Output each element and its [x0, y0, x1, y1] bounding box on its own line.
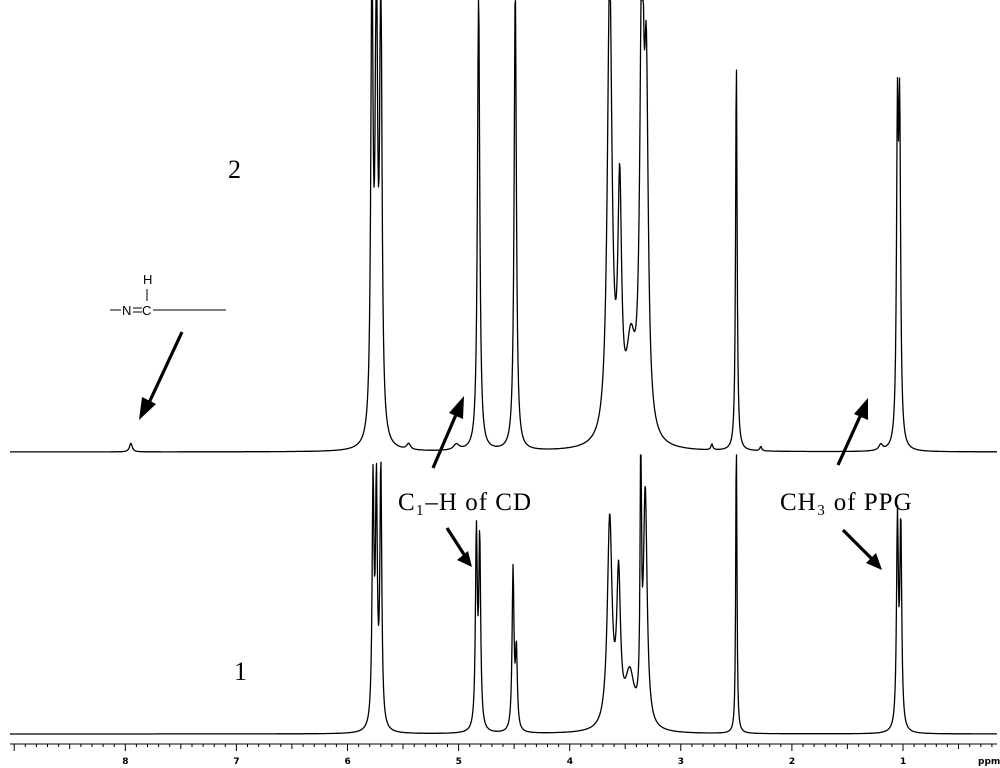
spectra-traces	[9, 0, 998, 735]
x-tick-label: 5	[456, 757, 462, 767]
arrow-c1h-down	[445, 527, 472, 567]
x-axis-ticks: 8 7 6 5 4 3 2 1	[13, 744, 993, 767]
arrow-ch3-up	[836, 398, 868, 466]
arrow-c1h-up	[431, 396, 464, 469]
arrow-imine	[139, 331, 184, 420]
x-tick-label: 7	[233, 757, 239, 767]
x-tick-label: 3	[678, 757, 684, 767]
spectrum-trace-2	[9, 0, 998, 453]
imine-h-label: H	[143, 272, 152, 287]
arrow-ch3-down	[841, 528, 882, 570]
annotation-c1h: C₁–H of CD	[398, 489, 532, 516]
x-tick-label: 8	[122, 757, 128, 767]
x-tick-label: 1	[900, 757, 906, 767]
x-tick-label: 2	[789, 757, 795, 767]
trace-label-2: 2	[228, 155, 241, 184]
imine-c-label: C	[142, 303, 151, 318]
annotation-ch3: CH₃ of PPG	[780, 489, 913, 516]
x-axis-unit: ppm	[978, 757, 1000, 767]
x-tick-label: 6	[345, 757, 351, 767]
x-tick-label: 4	[567, 757, 573, 767]
arrows	[139, 331, 882, 570]
x-axis: 8 7 6 5 4 3 2 1 ppm	[10, 743, 1000, 767]
trace-label-1: 1	[234, 657, 247, 686]
imine-n-label: N	[122, 303, 131, 318]
imine-structure: H N C	[110, 272, 226, 318]
spectrum-trace-1	[9, 454, 998, 735]
